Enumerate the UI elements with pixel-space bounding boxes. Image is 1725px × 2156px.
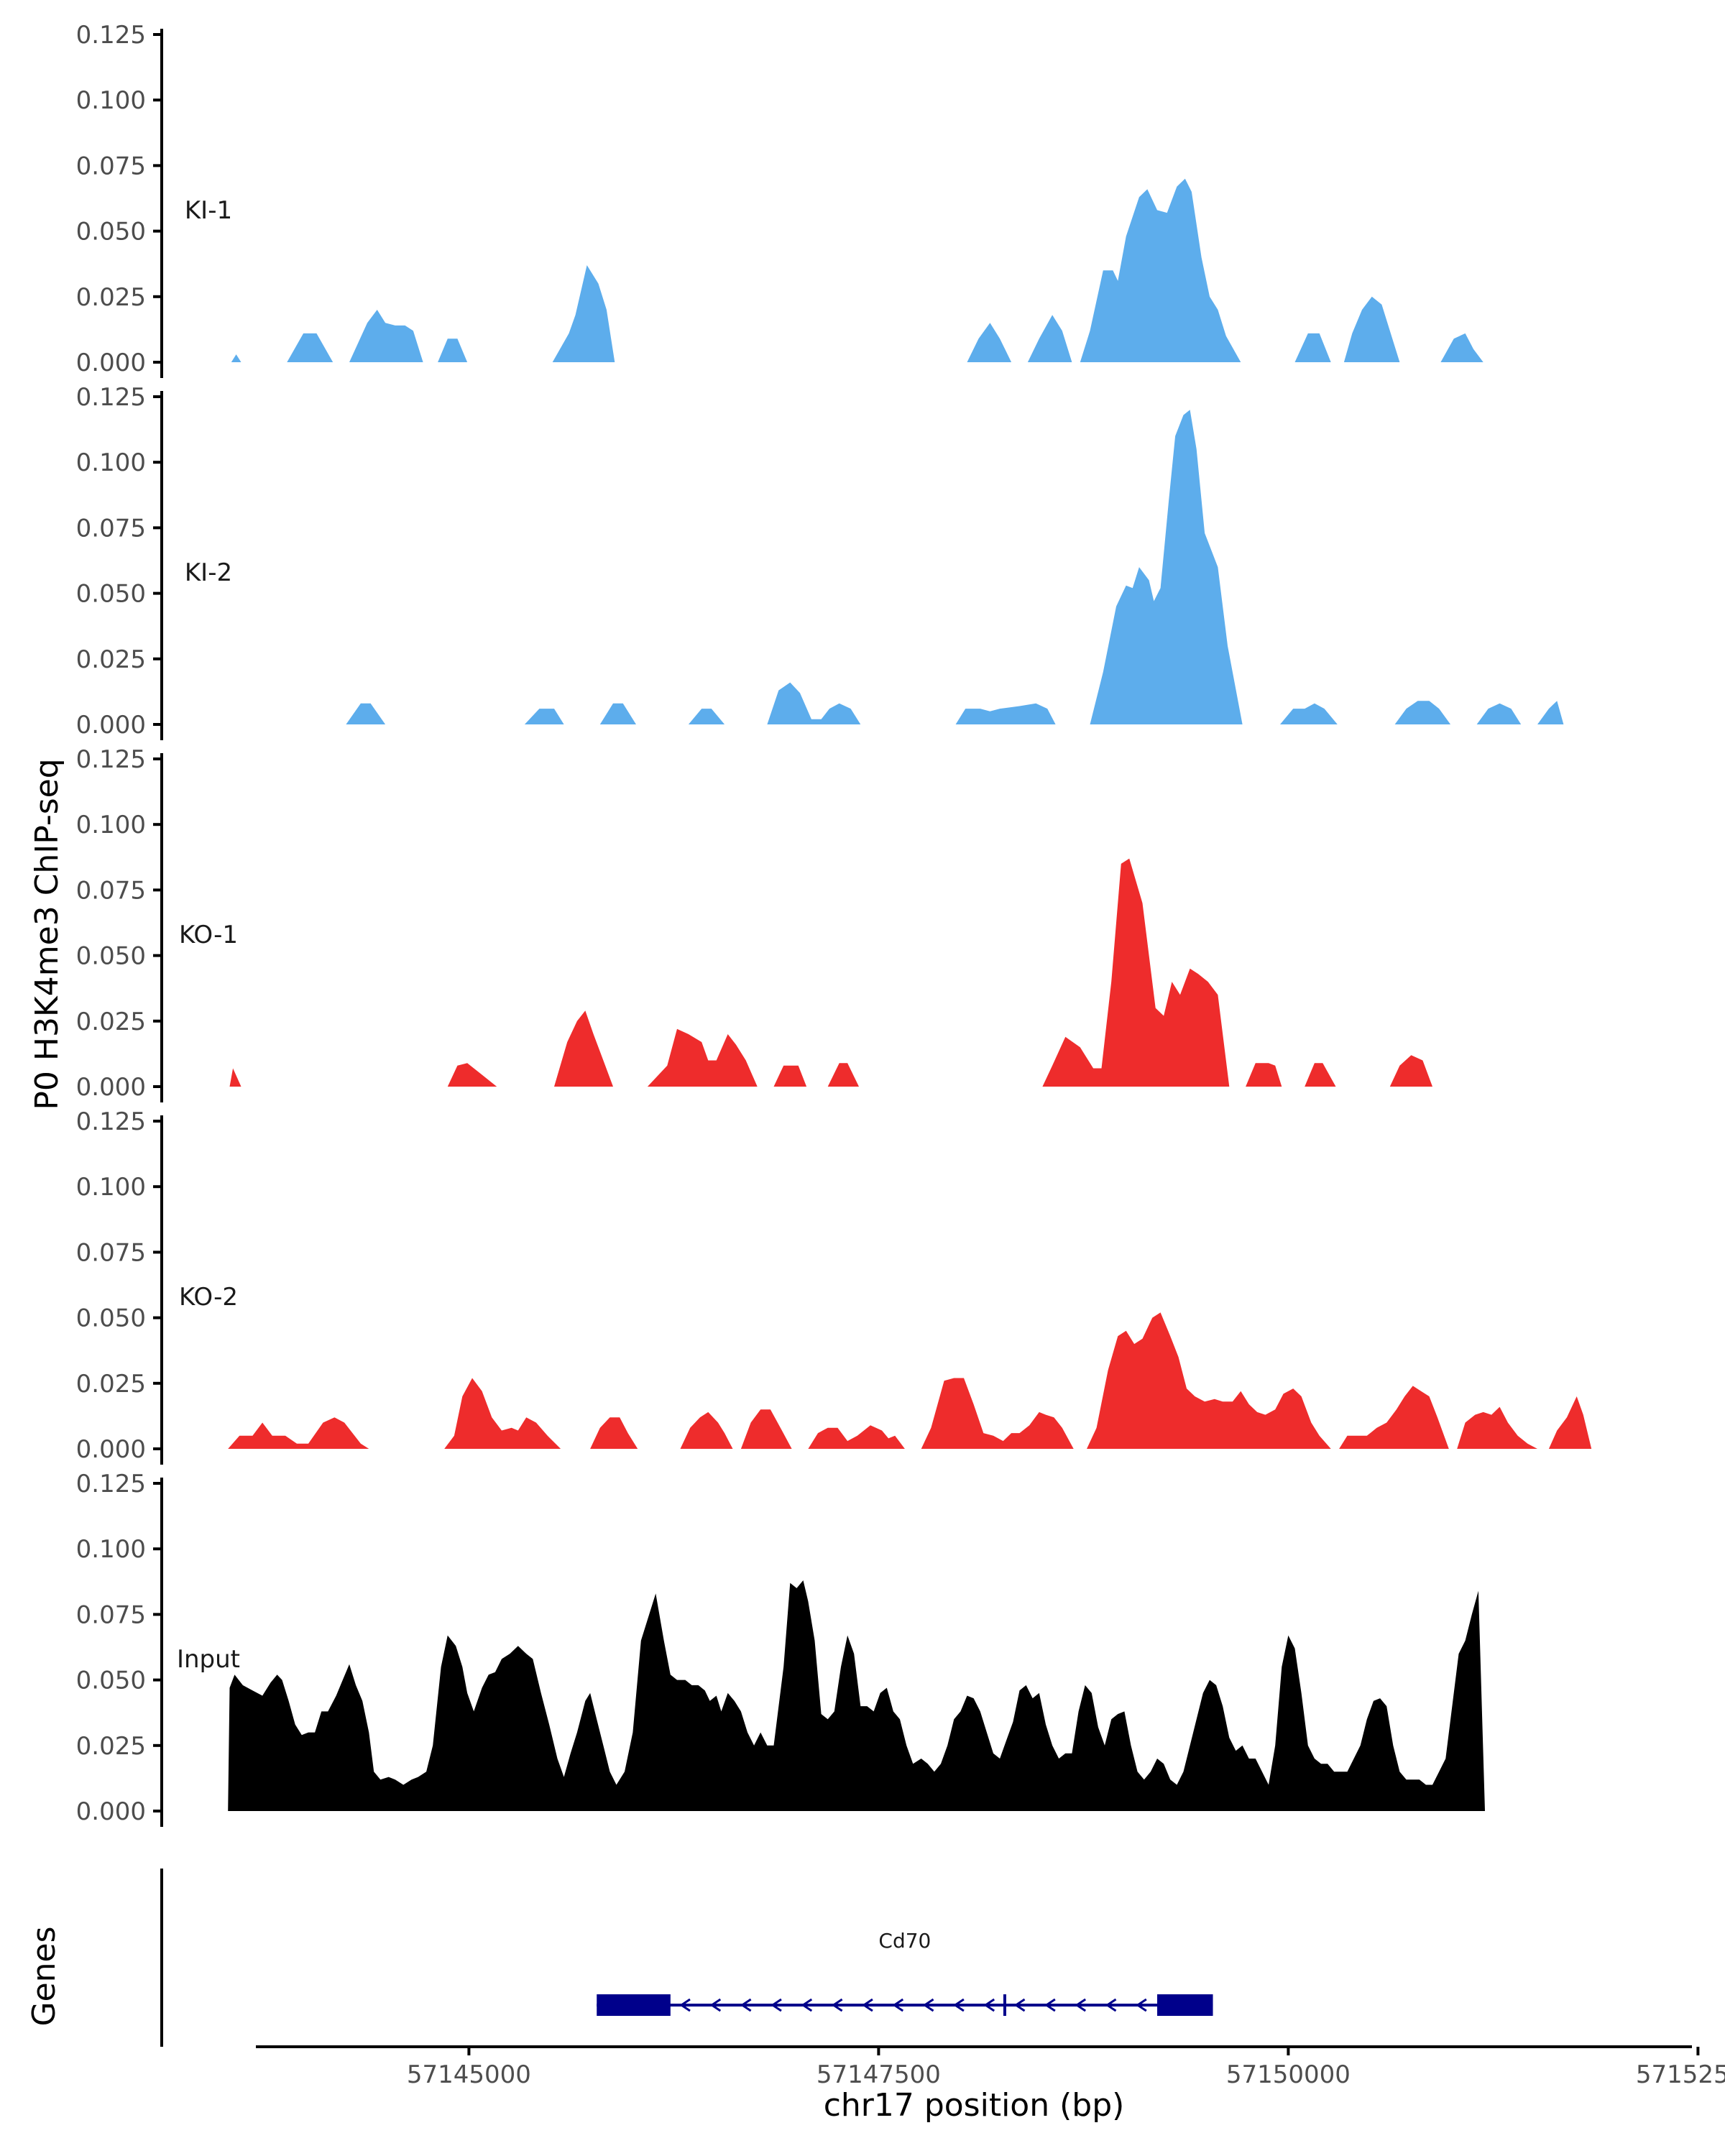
x-axis: 57145000 57147500 57150000 57152500 [256, 2045, 1725, 2089]
gene-exon [597, 1994, 671, 2016]
y-tick-label: 0.100 [76, 811, 146, 839]
track-ki-1: 0.000 0.025 0.050 0.075 0.100 0.125 KI-1 [76, 21, 1484, 378]
strand-arrow [862, 1998, 873, 2012]
y-tick-label: 0.050 [76, 942, 146, 971]
strand-arrow [801, 1998, 813, 2012]
strand-arrow [1105, 1998, 1117, 2012]
y-tick-label: 0.000 [76, 349, 146, 377]
strand-arrow [740, 1998, 752, 2012]
strand-arrow [1044, 1998, 1056, 2012]
coverage-area-input [228, 1580, 1486, 1811]
strand-arrow [709, 1998, 722, 2012]
y-tick-label: 0.050 [76, 1667, 146, 1695]
strand-arrow [831, 1998, 843, 2012]
gene-cd70: Cd70 [597, 1929, 1213, 2016]
y-tick-label: 0.100 [76, 86, 146, 115]
y-tick-label: 0.100 [76, 1535, 146, 1564]
y-tick-label: 0.125 [76, 1107, 146, 1136]
y-tick-label: 0.125 [76, 383, 146, 412]
x-tick-label: 57147500 [816, 2060, 941, 2089]
strand-arrow [892, 1998, 904, 2012]
coverage-area-ko-2 [228, 1312, 1592, 1449]
strand-arrow [770, 1998, 782, 2012]
y-tick-label: 0.125 [76, 21, 146, 50]
track-input: 0.000 0.025 0.050 0.075 0.100 0.125 Input [76, 1470, 1486, 1827]
y-tick-label: 0.075 [76, 876, 146, 905]
coverage-area-ko-1 [229, 858, 1432, 1087]
strand-arrow [1075, 1998, 1087, 2012]
strand-arrow [1013, 1998, 1026, 2012]
coverage-area-ki-1 [231, 178, 1484, 362]
y-tick-label: 0.025 [76, 283, 146, 312]
y-tick-label: 0.075 [76, 1600, 146, 1629]
y-tick-label: 0.075 [76, 1238, 146, 1267]
track-label: Input [177, 1645, 240, 1674]
gene-track: Cd70 [160, 1869, 1213, 2047]
track-label: KO-1 [179, 921, 238, 949]
x-axis-title: chr17 position (bp) [824, 2087, 1125, 2124]
strand-arrow [1136, 1998, 1147, 2012]
x-tick-label: 57152500 [1636, 2060, 1725, 2089]
y-tick-label: 0.025 [76, 1732, 146, 1761]
strand-arrow [679, 1998, 691, 2012]
y-tick-label: 0.050 [76, 1304, 146, 1333]
y-tick-label: 0.050 [76, 580, 146, 609]
x-tick-label: 57150000 [1226, 2060, 1351, 2089]
y-axis-title: P0 H3K4me3 ChIP-seq [29, 758, 65, 1110]
y-tick-label: 0.125 [76, 745, 146, 774]
x-tick-label: 57145000 [407, 2060, 531, 2089]
y-tick-label: 0.100 [76, 1173, 146, 1202]
tracks-group: 0.0000.0250.0500.0750.1000.125KI-10.0000… [76, 21, 1592, 1827]
gene-label: Cd70 [878, 1929, 931, 1953]
y-tick-label: 0.025 [76, 645, 146, 674]
gene-exon [1157, 1994, 1213, 2016]
track-ko-1: 0.000 0.025 0.050 0.075 0.100 0.125 KO-1 [76, 745, 1432, 1102]
y-tick-label: 0.025 [76, 1370, 146, 1399]
strand-arrow [953, 1998, 965, 2012]
y-tick-label: 0.000 [76, 1797, 146, 1826]
track-label: KI-2 [185, 558, 232, 587]
y-tick-label: 0.125 [76, 1470, 146, 1498]
track-label: KO-2 [179, 1283, 238, 1312]
y-tick-label: 0.050 [76, 218, 146, 247]
y-tick-label: 0.075 [76, 514, 146, 543]
y-tick-label: 0.025 [76, 1008, 146, 1036]
y-tick-label: 0.000 [76, 1073, 146, 1102]
track-ki-2: 0.000 0.025 0.050 0.075 0.100 0.125 KI-2 [76, 383, 1564, 740]
coverage-area-ki-2 [346, 410, 1564, 724]
y-tick-label: 0.075 [76, 152, 146, 180]
y-tick-label: 0.000 [76, 1435, 146, 1464]
y-tick-label: 0.000 [76, 711, 146, 740]
genes-axis-title: Genes [26, 1926, 63, 2026]
y-tick-label: 0.100 [76, 448, 146, 477]
strand-arrow [983, 1998, 995, 2012]
track-ko-2: 0.000 0.025 0.050 0.075 0.100 0.125 KO-2 [76, 1107, 1592, 1465]
track-label: KI-1 [185, 196, 232, 225]
strand-arrow [922, 1998, 934, 2012]
